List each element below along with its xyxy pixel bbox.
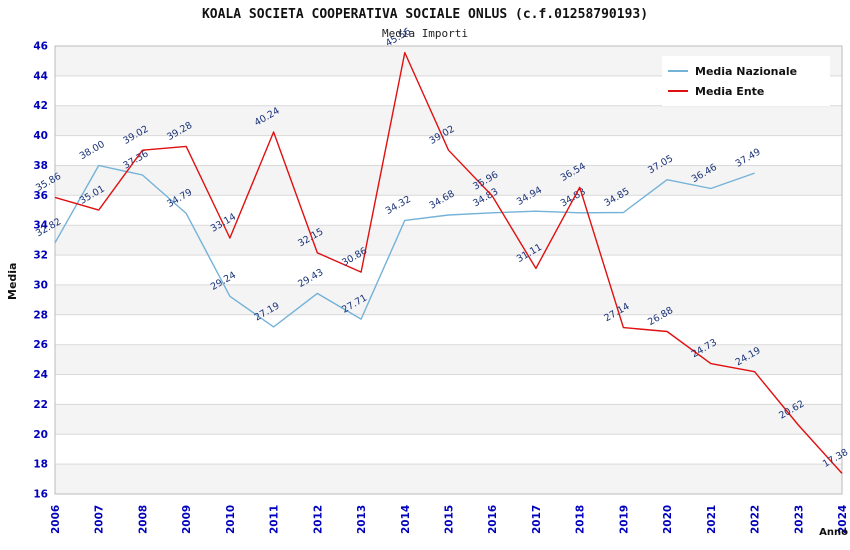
legend-item-media-nazionale: Media Nazionale bbox=[668, 61, 824, 81]
y-tick-label: 40 bbox=[33, 130, 48, 142]
legend-swatch-nazionale-icon bbox=[668, 70, 688, 72]
y-axis-title: Media bbox=[6, 262, 19, 300]
media-nazionale-line bbox=[54, 164, 755, 328]
y-tick-label: 28 bbox=[33, 309, 48, 321]
legend: Media Nazionale Media Ente bbox=[662, 56, 830, 106]
y-tick-label: 32 bbox=[33, 250, 48, 262]
plot-band bbox=[55, 284, 842, 315]
plot-band bbox=[55, 434, 842, 465]
x-tick-label: 2024 bbox=[837, 505, 849, 534]
x-tick-label: 2022 bbox=[750, 505, 762, 534]
y-tick-label: 26 bbox=[33, 339, 48, 351]
x-tick-label: 2015 bbox=[444, 505, 456, 534]
x-tick-label: 2017 bbox=[531, 505, 543, 534]
x-tick-label: 2013 bbox=[356, 505, 368, 534]
plot-band bbox=[55, 344, 842, 375]
x-tick-label: 2021 bbox=[706, 505, 718, 534]
chart-subtitle: Media Importi bbox=[381, 27, 469, 40]
plot-band bbox=[55, 195, 842, 226]
chart-title: KOALA SOCIETA COOPERATIVA SOCIALE ONLUS … bbox=[201, 7, 649, 22]
x-tick-label: 2010 bbox=[225, 505, 237, 534]
y-tick-label: 46 bbox=[33, 41, 48, 53]
y-tick-label: 16 bbox=[33, 489, 48, 501]
legend-label-nazionale: Media Nazionale bbox=[695, 64, 798, 78]
x-tick-label: 2016 bbox=[487, 505, 499, 534]
x-tick-label: 2014 bbox=[400, 505, 412, 534]
x-tick-label: 2019 bbox=[618, 505, 630, 534]
y-tick-label: 24 bbox=[33, 369, 48, 381]
y-tick-label: 34 bbox=[33, 220, 48, 232]
x-tick-label: 2023 bbox=[793, 505, 805, 534]
legend-item-media-ente: Media Ente bbox=[668, 81, 824, 101]
x-tick-label: 2012 bbox=[312, 505, 324, 534]
plot-band bbox=[55, 464, 842, 494]
y-tick-label: 18 bbox=[33, 459, 48, 471]
y-tick-label: 42 bbox=[33, 100, 48, 112]
plot-band bbox=[55, 404, 842, 435]
x-axis-title: Anno bbox=[819, 527, 848, 538]
x-tick-label: 2011 bbox=[269, 505, 281, 534]
y-tick-label: 36 bbox=[33, 190, 48, 202]
y-tick-label: 38 bbox=[33, 160, 48, 172]
legend-label-ente: Media Ente bbox=[695, 84, 765, 98]
x-tick-label: 2006 bbox=[50, 505, 62, 534]
x-tick-label: 2008 bbox=[137, 505, 149, 534]
y-tick-label: 20 bbox=[33, 429, 48, 441]
plot-band bbox=[55, 105, 842, 136]
media-ente-line bbox=[54, 51, 843, 474]
x-tick-label: 2020 bbox=[662, 505, 674, 534]
legend-swatch-ente-icon bbox=[668, 90, 688, 92]
plot-band bbox=[55, 165, 842, 196]
plot-band bbox=[55, 225, 842, 256]
y-tick-label: 44 bbox=[33, 70, 48, 82]
x-tick-label: 2009 bbox=[181, 505, 193, 534]
plot-border bbox=[54, 45, 843, 495]
plot-band bbox=[55, 314, 842, 345]
plot-band bbox=[55, 374, 842, 405]
y-tick-label: 30 bbox=[33, 279, 48, 291]
y-tick-label: 22 bbox=[33, 399, 48, 411]
x-tick-label: 2018 bbox=[575, 505, 587, 534]
x-tick-label: 2007 bbox=[94, 505, 106, 534]
plot-band bbox=[55, 255, 842, 285]
